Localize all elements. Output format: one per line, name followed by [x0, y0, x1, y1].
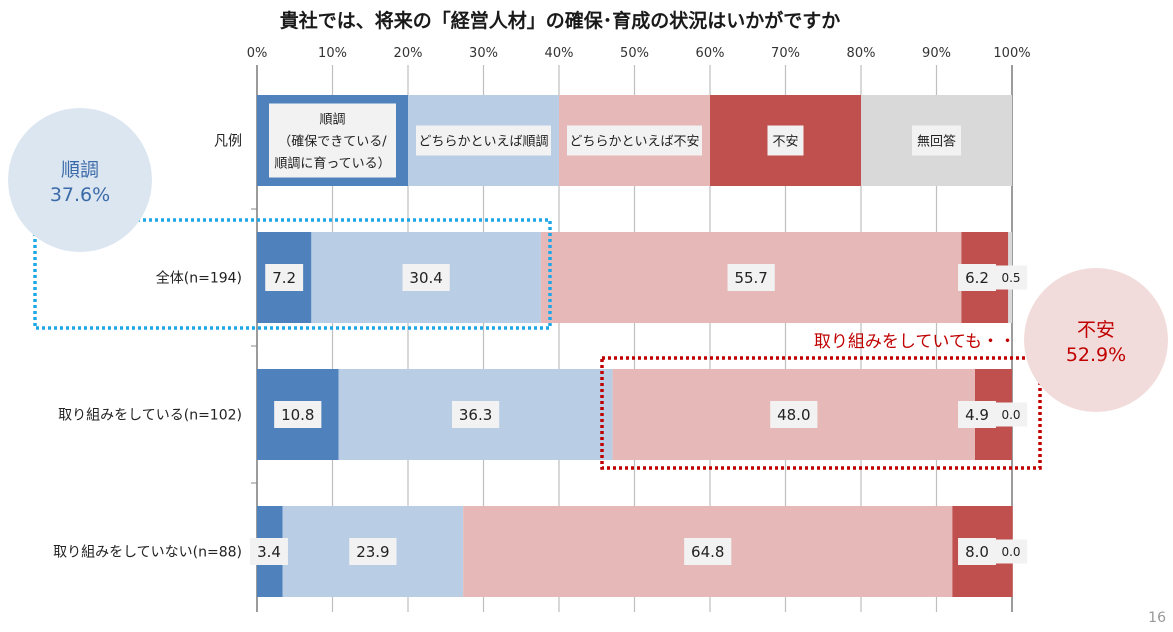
data-label: 30.4	[409, 269, 442, 287]
good-circle-value: 37.6%	[50, 184, 110, 206]
data-label: 4.9	[965, 406, 989, 424]
data-label: 48.0	[777, 406, 810, 424]
x-tick-label: 100%	[993, 46, 1030, 61]
legend-entry-label: 不安	[772, 135, 798, 150]
category-label: 取り組みをしている(n=102)	[58, 408, 242, 424]
data-label-box	[994, 265, 1028, 290]
category-label: 全体(n=194)	[156, 270, 242, 287]
data-label-box	[770, 401, 818, 428]
worry-note: 取り組みをしていても・・	[814, 332, 1016, 352]
x-tick-label: 50%	[620, 46, 649, 61]
x-tick-label: 40%	[545, 46, 574, 61]
data-label-box	[958, 264, 996, 291]
legend-entry-label: 順調に育っている）	[274, 156, 390, 172]
x-tick-label: 10%	[318, 46, 347, 61]
data-label-box	[265, 264, 304, 291]
x-tick-label: 20%	[394, 46, 423, 61]
data-label: 10.8	[281, 406, 314, 424]
data-label: 23.9	[356, 543, 389, 561]
worry-circle-value: 52.9%	[1066, 344, 1126, 366]
legend-entry-label: 無回答	[917, 134, 956, 150]
data-label-box	[684, 538, 732, 565]
data-label-box	[349, 538, 397, 565]
data-label-box	[250, 538, 288, 565]
legend-label-box	[416, 125, 551, 156]
data-label: 0.0	[1001, 545, 1020, 559]
worry-circle	[1024, 268, 1168, 412]
x-tick-label: 30%	[469, 46, 498, 61]
x-tick-label: 0%	[247, 46, 268, 61]
data-label: 8.0	[965, 543, 989, 561]
bars: 全体(n=194) 7.2 30.4 55.7 6.2 0.5 取り組みをしている(n=10…	[53, 232, 1028, 597]
data-label-box	[274, 401, 322, 428]
data-label-box	[994, 402, 1028, 427]
page-number: 16	[1148, 610, 1166, 626]
chart-title: 貴社では、将来の「経営人材」の確保･育成の状況はいかがですか	[280, 9, 841, 32]
data-label-box	[958, 401, 996, 428]
data-label-box	[451, 401, 500, 428]
legend-entry-label: （確保できている/	[278, 134, 387, 150]
x-tick-label: 60%	[696, 46, 725, 61]
x-tick-label: 90%	[922, 46, 951, 61]
data-label: 55.7	[734, 269, 767, 287]
legend-row: 凡例 順調 （確保できている/順調に育っている） どちらかといえば順調 どちらかといえば…	[214, 95, 1012, 186]
data-label-box	[958, 538, 996, 565]
data-label: 64.8	[691, 543, 724, 561]
legend-label-box	[767, 125, 804, 156]
worry-circle-label: 不安	[1077, 319, 1115, 341]
legend-entry-label: 順調	[319, 113, 345, 128]
legend-label-box	[567, 125, 702, 156]
legend-label-box	[912, 125, 961, 156]
legend-row-label: 凡例	[214, 134, 242, 150]
data-label: 3.4	[257, 543, 281, 561]
legend-label-box	[269, 103, 396, 178]
legend-entry-label: どちらかといえば不安	[569, 135, 699, 150]
data-label: 7.2	[272, 269, 296, 287]
x-tick-label: 70%	[771, 46, 800, 61]
data-label: 0.5	[1001, 271, 1020, 285]
data-label: 0.0	[1001, 408, 1020, 422]
data-label: 36.3	[459, 406, 492, 424]
category-label: 取り組みをしていない(n=88)	[53, 545, 242, 561]
data-label-box	[727, 264, 775, 291]
good-circle	[8, 108, 152, 252]
legend-entry-label: どちらかといえば順調	[418, 135, 548, 150]
data-label-box	[994, 539, 1028, 564]
x-tick-label: 80%	[847, 46, 876, 61]
worry-highlight-box	[600, 356, 1042, 470]
x-tick-labels: 0% 10% 20% 30% 40% 50% 60% 70% 80% 90% 100%	[247, 46, 1031, 61]
good-circle-label: 順調	[61, 159, 99, 181]
data-label: 6.2	[965, 269, 989, 287]
data-label-box	[402, 264, 450, 291]
